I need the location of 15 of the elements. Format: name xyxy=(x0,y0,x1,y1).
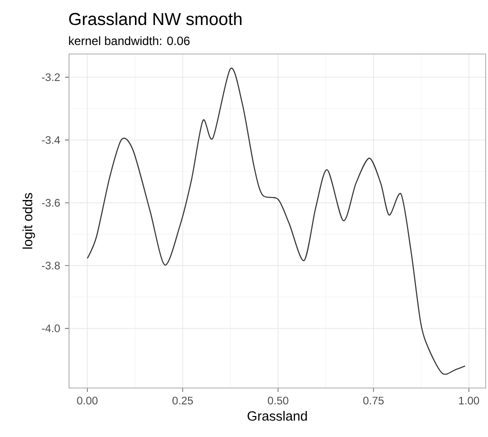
y-axis-title: logit odds xyxy=(22,192,35,249)
x-tick-label: 1.00 xyxy=(459,396,480,404)
x-tick-label: 0.50 xyxy=(268,396,288,404)
chart-subtitle: kernel bandwidth: 0.06 xyxy=(69,36,190,46)
line-series xyxy=(86,68,466,374)
y-tick-label: -3.6 xyxy=(42,198,60,207)
chart-title: Grassland NW smooth xyxy=(69,12,242,26)
y-tick-label: -4.0 xyxy=(42,324,60,332)
y-tick-label: -3.4 xyxy=(42,136,60,144)
x-axis-title: Grassland xyxy=(248,410,307,421)
y-tick-label: -3.8 xyxy=(42,262,60,270)
x-tick-label: 0.25 xyxy=(172,396,193,404)
x-tick-label: 0.75 xyxy=(363,396,384,404)
y-tick-label: -3.2 xyxy=(42,73,60,82)
x-tick-label: 0.00 xyxy=(77,396,98,404)
